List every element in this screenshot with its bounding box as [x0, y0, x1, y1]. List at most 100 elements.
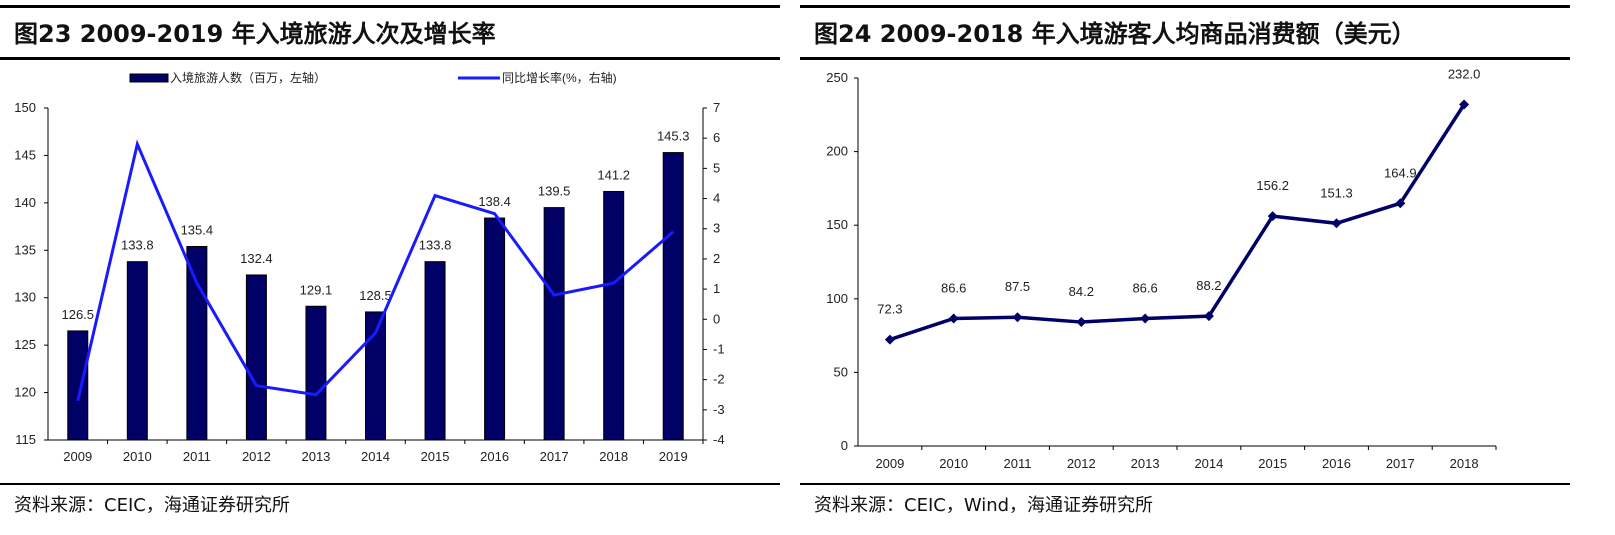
y-tick-label: 200 — [826, 144, 848, 159]
x-tick-label: 2016 — [1322, 456, 1351, 471]
bottom-rule — [0, 483, 780, 485]
x-tick-label: 2017 — [1386, 456, 1415, 471]
left-tick-label: 130 — [14, 290, 36, 305]
bar-data-label: 141.2 — [597, 167, 630, 182]
bar-data-label: 129.1 — [300, 282, 333, 297]
bar — [67, 330, 89, 441]
right-tick-label: 3 — [713, 221, 720, 236]
bar — [305, 305, 327, 441]
line-chart: 0 50 100 150 200 250 2009 2010 2011 2012 2013 2014 2… — [826, 66, 1497, 471]
bar — [662, 152, 684, 441]
data-point-marker — [1267, 211, 1278, 222]
bar-data-label: 145.3 — [657, 129, 690, 144]
data-point-marker — [948, 313, 959, 324]
data-label: 72.3 — [877, 302, 902, 317]
data-label: 86.6 — [1132, 281, 1157, 296]
bar-data-label: 132.4 — [240, 251, 273, 266]
right-figure: 图24 2009-2018 年入境游客人均商品消费额（美元） 0 50 100 150… — [800, 0, 1570, 535]
bar-data-label: 139.5 — [538, 184, 571, 199]
legend-line-label: 同比增长率(%，右轴) — [502, 70, 617, 85]
x-tick-label: 2017 — [540, 449, 569, 464]
x-tick-label: 2016 — [480, 449, 509, 464]
legend-bar-swatch — [129, 73, 169, 83]
bar-data-label: 138.4 — [478, 194, 511, 209]
data-point-marker — [1203, 311, 1214, 322]
y-tick-label: 150 — [826, 217, 848, 232]
x-tick-label: 2011 — [1004, 456, 1032, 471]
left-tick-label: 145 — [14, 147, 36, 162]
data-label: 87.5 — [1005, 279, 1030, 294]
x-tick-label: 2009 — [875, 456, 904, 471]
data-point-marker — [1395, 198, 1406, 209]
left-tick-label: 150 — [14, 100, 36, 115]
right-tick-label: -1 — [713, 341, 725, 356]
y-tick-label: 0 — [841, 438, 848, 453]
bar-data-label: 133.8 — [419, 238, 452, 253]
data-label: 151.3 — [1320, 185, 1353, 200]
figure-title: 图23 2009-2019 年入境旅游人次及增长率 — [14, 20, 496, 48]
data-point-marker — [1459, 99, 1470, 110]
bar — [126, 261, 148, 441]
bar-data-label: 128.5 — [359, 288, 392, 303]
bar — [186, 245, 208, 441]
right-tick-label: 7 — [713, 100, 720, 115]
data-label: 86.6 — [941, 281, 966, 296]
left-tick-label: 140 — [14, 195, 36, 210]
left-figure: 图23 2009-2019 年入境旅游人次及增长率 115 120 125 130 13… — [0, 0, 780, 535]
y-tick-label: 50 — [834, 364, 848, 379]
x-tick-label: 2009 — [63, 449, 92, 464]
data-label: 84.2 — [1069, 284, 1094, 299]
left-tick-label: 115 — [15, 432, 36, 447]
data-point-marker — [884, 334, 895, 345]
bar — [543, 207, 565, 441]
data-point-marker — [1012, 312, 1023, 323]
bar — [365, 311, 386, 441]
right-tick-label: -3 — [713, 402, 725, 417]
bar — [424, 261, 446, 441]
x-tick-label: 2015 — [421, 449, 450, 464]
top-rule — [0, 5, 780, 8]
source-note: 资料来源：CEIC，Wind，海通证券研究所 — [814, 495, 1154, 516]
x-tick-label: 2011 — [183, 449, 211, 464]
bar-line-chart: 115 120 125 130 135 140 145 150 -4 -3 -2 -1 0 1 2 3 4 5 6 7… — [14, 70, 725, 464]
x-tick-label: 2019 — [659, 449, 688, 464]
data-label: 232.0 — [1448, 66, 1481, 81]
x-tick-label: 2015 — [1258, 456, 1287, 471]
x-tick-label: 2012 — [242, 449, 271, 464]
figure-title: 图24 2009-2018 年入境游客人均商品消费额（美元） — [814, 20, 1416, 48]
title-rule — [800, 57, 1570, 60]
x-tick-label: 2018 — [599, 449, 628, 464]
bar-data-label: 133.8 — [121, 238, 154, 253]
spending-line — [889, 103, 1466, 342]
y-tick-label: 100 — [826, 291, 848, 306]
legend-bar-label: 入境旅游人数（百万，左轴） — [170, 70, 326, 85]
x-tick-label: 2014 — [361, 449, 390, 464]
x-tick-label: 2013 — [301, 449, 330, 464]
x-tick-label: 2012 — [1067, 456, 1096, 471]
right-tick-label: 1 — [713, 281, 720, 296]
x-tick-label: 2010 — [939, 456, 968, 471]
x-tick-label: 2010 — [123, 449, 152, 464]
right-tick-label: 6 — [713, 130, 720, 145]
source-note: 资料来源：CEIC，海通证券研究所 — [14, 495, 290, 516]
x-tick-label: 2013 — [1131, 456, 1160, 471]
title-rule — [0, 57, 780, 60]
right-tick-label: 4 — [713, 191, 720, 206]
data-label: 164.9 — [1384, 165, 1417, 180]
data-label: 156.2 — [1256, 178, 1289, 193]
bar — [484, 217, 506, 441]
left-tick-label: 125 — [14, 337, 36, 352]
right-tick-label: 0 — [713, 311, 720, 326]
x-tick-label: 2014 — [1194, 456, 1223, 471]
left-tick-label: 120 — [14, 385, 36, 400]
bar-data-label: 126.5 — [61, 307, 94, 322]
right-tick-label: 2 — [713, 251, 720, 266]
bar — [603, 190, 625, 441]
bar — [245, 274, 267, 441]
x-tick-label: 2018 — [1450, 456, 1479, 471]
data-point-marker — [1331, 218, 1342, 229]
data-label: 88.2 — [1196, 278, 1221, 293]
right-tick-label: -4 — [713, 432, 725, 447]
right-tick-label: 5 — [713, 160, 720, 175]
top-rule — [800, 5, 1570, 8]
